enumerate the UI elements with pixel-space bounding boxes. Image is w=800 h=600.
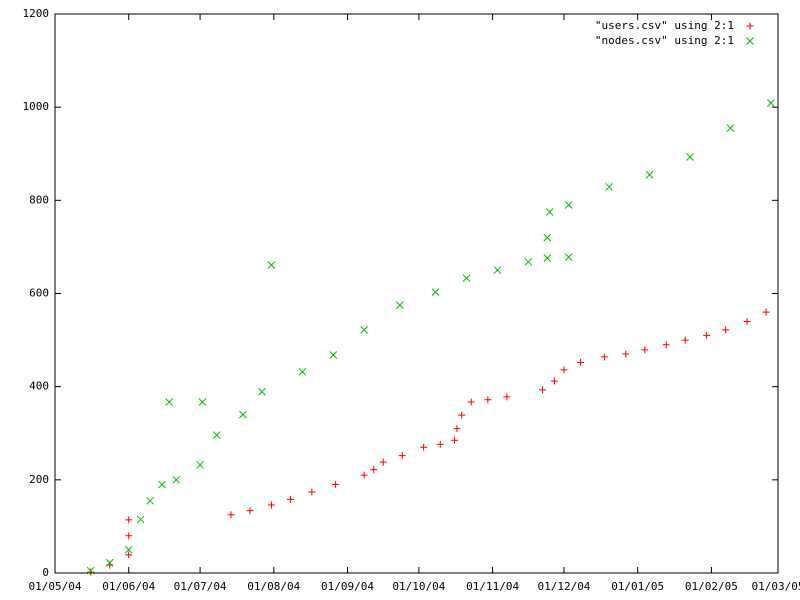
point — [493, 266, 502, 275]
point — [146, 496, 154, 505]
point — [125, 551, 133, 559]
point — [136, 515, 145, 524]
point — [539, 386, 547, 394]
point — [158, 480, 166, 489]
point — [105, 558, 114, 567]
point — [398, 452, 406, 460]
point — [286, 495, 294, 503]
point — [298, 367, 307, 376]
point — [600, 353, 608, 361]
point — [543, 254, 552, 262]
point — [125, 516, 133, 524]
point — [124, 545, 133, 554]
point — [227, 511, 235, 519]
point — [360, 471, 368, 479]
point — [560, 366, 568, 374]
x-tick-label: 01/03/05 — [752, 580, 800, 593]
point — [767, 99, 775, 107]
point — [545, 208, 554, 216]
point — [503, 393, 511, 401]
point — [645, 170, 654, 179]
point — [370, 466, 378, 474]
point — [267, 261, 276, 269]
point — [86, 566, 95, 575]
point — [267, 501, 275, 509]
point — [436, 440, 444, 448]
point — [165, 398, 174, 406]
point — [550, 377, 558, 385]
legend-label: "nodes.csv" using 2:1 — [595, 34, 734, 47]
point — [258, 387, 266, 396]
point — [196, 461, 204, 469]
x-tick-label: 01/01/05 — [611, 580, 664, 593]
x-tick-label: 01/10/04 — [392, 580, 445, 593]
point — [564, 253, 573, 262]
point — [462, 274, 471, 282]
point — [641, 346, 649, 354]
x-tick-label: 01/08/04 — [247, 580, 300, 593]
point — [431, 288, 440, 296]
point — [467, 398, 475, 406]
point — [212, 431, 221, 439]
point — [451, 436, 459, 444]
point — [458, 411, 466, 419]
point — [577, 358, 585, 366]
point — [686, 153, 694, 161]
x-tick-label: 01/12/04 — [537, 580, 590, 593]
point — [605, 182, 613, 191]
point — [726, 124, 735, 132]
x-tick-label: 01/06/04 — [102, 580, 155, 593]
point — [87, 568, 95, 576]
legend-marker — [746, 22, 754, 30]
x-tick-label: 01/07/04 — [174, 580, 227, 593]
y-tick-label: 200 — [29, 473, 49, 486]
point — [681, 336, 689, 344]
point — [308, 488, 316, 496]
y-tick-label: 0 — [42, 566, 49, 579]
y-tick-label: 800 — [29, 193, 49, 206]
x-tick-label: 01/09/04 — [321, 580, 374, 593]
legend-label: "users.csv" using 2:1 — [595, 19, 734, 32]
y-tick-label: 400 — [29, 380, 49, 393]
point — [722, 326, 730, 334]
x-tick-label: 01/02/05 — [685, 580, 738, 593]
point — [524, 257, 533, 266]
x-tick-label: 01/11/04 — [466, 580, 519, 593]
point — [198, 398, 207, 406]
point — [395, 301, 404, 309]
point — [329, 351, 338, 359]
point — [703, 331, 711, 339]
point — [246, 507, 254, 515]
point — [662, 341, 670, 349]
y-tick-label: 600 — [29, 287, 49, 300]
point — [332, 480, 340, 488]
point — [743, 317, 751, 325]
point — [543, 233, 552, 242]
point — [360, 325, 369, 334]
point — [762, 308, 770, 316]
point — [172, 475, 181, 484]
point — [622, 350, 630, 358]
point — [420, 443, 428, 451]
legend-marker — [746, 37, 754, 45]
y-tick-label: 1200 — [23, 7, 50, 20]
point — [453, 425, 461, 433]
y-tick-label: 1000 — [23, 100, 50, 113]
point — [379, 458, 387, 466]
point — [239, 410, 247, 419]
point — [484, 396, 492, 404]
point — [564, 201, 573, 209]
x-tick-label: 01/05/04 — [29, 580, 82, 593]
point — [125, 532, 133, 540]
